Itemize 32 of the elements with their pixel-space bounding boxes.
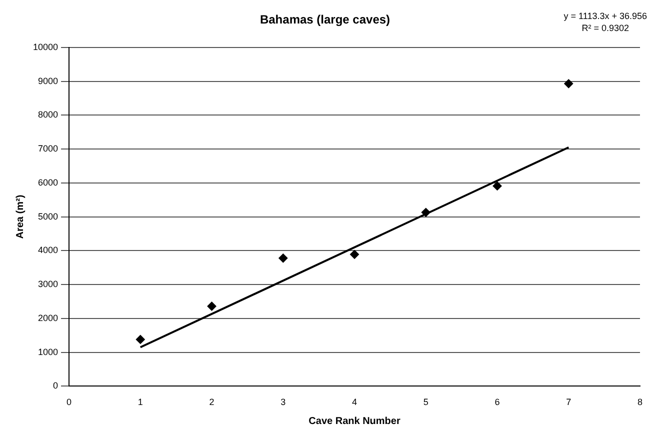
point [136,334,145,344]
y-tick-label: 2000 [38,312,58,323]
x-tick-label: 7 [566,397,572,408]
x-tick-label: 3 [280,397,286,408]
y-tick-label: 6000 [38,177,58,188]
y-tick-label: 9000 [38,76,58,86]
y-tick-label: 1000 [38,346,58,357]
y-tick-label: 0 [53,380,58,391]
x-tick-label: 6 [494,397,500,408]
point [564,79,574,88]
x-tick-label: 5 [423,397,428,408]
x-tick-label: 4 [352,397,358,408]
x-tick-label: 8 [637,397,643,408]
y-tick-label: 10000 [32,42,58,52]
chart-title: Bahamas (large caves) [260,12,390,27]
point [421,208,430,217]
point [350,250,360,259]
x-tick-label: 2 [209,397,214,408]
y-tick-label: 8000 [38,110,58,120]
text: y = 1113.3x + 36.956 [564,10,647,22]
y-axis-title: Area (m²) [14,194,26,239]
point [492,181,502,190]
y-tick-label: 7000 [38,144,58,154]
y-tick-label: 3000 [38,279,58,290]
x-tick-label: 0 [66,397,72,408]
x-tick-label: 1 [138,397,143,408]
text: R² = 0.9302 [580,22,630,34]
point [207,302,216,311]
x-axis-title: Cave Rank Number [308,416,400,427]
y-tick-label: 4000 [38,245,58,256]
point [278,254,288,263]
y-tick-label: 5000 [38,211,58,222]
